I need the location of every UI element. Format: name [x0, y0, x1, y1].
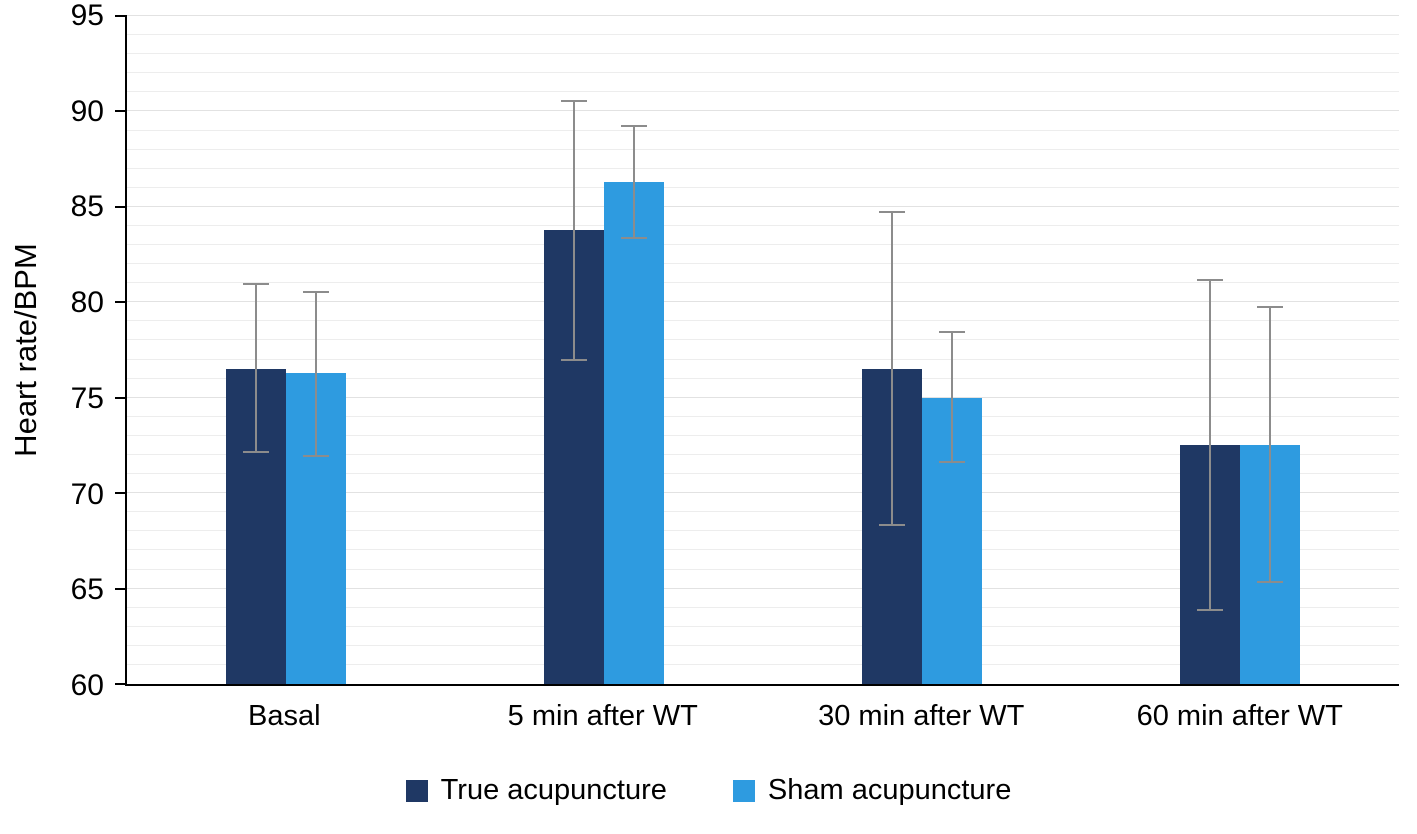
y-axis-tick — [115, 396, 127, 399]
legend-item: True acupuncture — [405, 774, 667, 807]
error-bar-part — [621, 237, 647, 240]
gridline — [127, 110, 1399, 112]
gridline — [127, 15, 1399, 16]
gridline — [127, 644, 1399, 646]
error-bar-part — [573, 99, 575, 362]
gridline — [127, 282, 1399, 284]
error-bar — [303, 290, 329, 457]
gridline — [127, 473, 1399, 475]
y-axis-tick-labels: 60 65 70 75 80 85 90 95 — [0, 1, 104, 701]
y-tick-label: 85 — [70, 190, 104, 224]
error-bar-part — [303, 454, 329, 457]
y-axis-tick — [115, 683, 127, 685]
gridline — [127, 511, 1399, 513]
error-bar — [1197, 279, 1223, 612]
gridline — [127, 663, 1399, 665]
legend: True acupuncture Sham acupuncture — [0, 774, 1417, 807]
gridline — [127, 530, 1399, 532]
y-tick-label: 60 — [70, 669, 104, 702]
error-bar-part — [1209, 279, 1211, 612]
y-axis-tick — [115, 110, 127, 113]
error-bar-part — [879, 523, 905, 526]
gridline — [127, 129, 1399, 131]
error-bar-part — [1197, 279, 1223, 282]
gridline — [127, 453, 1399, 455]
y-tick-label: 95 — [70, 0, 104, 32]
y-tick-label: 70 — [70, 477, 104, 511]
gridline — [127, 263, 1399, 265]
error-bar-part — [939, 460, 965, 463]
gridline — [127, 244, 1399, 246]
x-category-label: 60 min after WT — [1136, 700, 1343, 732]
gridline — [127, 301, 1399, 303]
error-bar — [561, 99, 587, 362]
error-bar-part — [561, 359, 587, 362]
gridline — [127, 434, 1399, 436]
gridline — [127, 492, 1399, 494]
y-tick-label: 90 — [70, 94, 104, 128]
error-bar-part — [1197, 609, 1223, 612]
y-axis-tick — [115, 205, 127, 208]
error-bar-part — [621, 124, 647, 127]
gridline — [127, 339, 1399, 341]
error-bar-part — [879, 210, 905, 213]
error-bar — [879, 210, 905, 526]
error-bar-part — [939, 330, 965, 333]
gridline — [127, 148, 1399, 150]
error-bar — [621, 124, 647, 240]
gridline — [127, 377, 1399, 379]
error-bar-part — [1269, 306, 1271, 583]
error-bar-part — [243, 283, 269, 286]
gridline — [127, 625, 1399, 627]
gridline — [127, 568, 1399, 570]
error-bar-part — [303, 290, 329, 293]
legend-swatch-icon — [732, 779, 755, 802]
error-bar-part — [255, 283, 257, 454]
gridline — [127, 72, 1399, 74]
error-bar — [243, 283, 269, 454]
plot-area — [115, 15, 1399, 686]
gridline — [127, 606, 1399, 608]
gridline — [127, 34, 1399, 36]
error-bar — [1257, 306, 1283, 583]
gridline — [127, 91, 1399, 93]
error-bar-part — [315, 290, 317, 457]
gridline — [127, 587, 1399, 589]
y-tick-label: 75 — [70, 381, 104, 415]
gridline — [127, 396, 1399, 398]
gridline — [127, 224, 1399, 226]
y-axis-tick — [115, 587, 127, 590]
gridline — [127, 320, 1399, 322]
gridline — [127, 549, 1399, 551]
gridline — [127, 205, 1399, 207]
x-category-label: 5 min after WT — [507, 700, 698, 732]
gridline — [127, 167, 1399, 169]
y-tick-label: 65 — [70, 573, 104, 607]
legend-item: Sham acupuncture — [732, 774, 1012, 807]
error-bar-part — [891, 210, 893, 526]
gridline — [127, 358, 1399, 360]
x-axis-category-labels: Basal 5 min after WT 30 min after WT 60 min… — [125, 700, 1399, 744]
gridline — [127, 415, 1399, 417]
y-axis-tick — [115, 15, 127, 17]
error-bar-part — [243, 451, 269, 454]
error-bar-part — [951, 330, 953, 463]
x-category-label: Basal — [247, 700, 321, 732]
error-bar-part — [1257, 306, 1283, 309]
error-bar-part — [561, 99, 587, 102]
y-axis-tick — [115, 301, 127, 304]
gridline — [127, 53, 1399, 55]
error-bar — [939, 330, 965, 463]
error-bar-part — [1257, 580, 1283, 583]
error-bar-part — [633, 124, 635, 240]
legend-label: True acupuncture — [440, 774, 667, 806]
y-tick-label: 80 — [70, 286, 104, 320]
legend-label: Sham acupuncture — [767, 774, 1012, 806]
gridline — [127, 186, 1399, 188]
x-category-label: 30 min after WT — [818, 700, 1025, 732]
legend-swatch-icon — [405, 779, 428, 802]
y-axis-tick — [115, 492, 127, 495]
bar — [604, 182, 664, 684]
